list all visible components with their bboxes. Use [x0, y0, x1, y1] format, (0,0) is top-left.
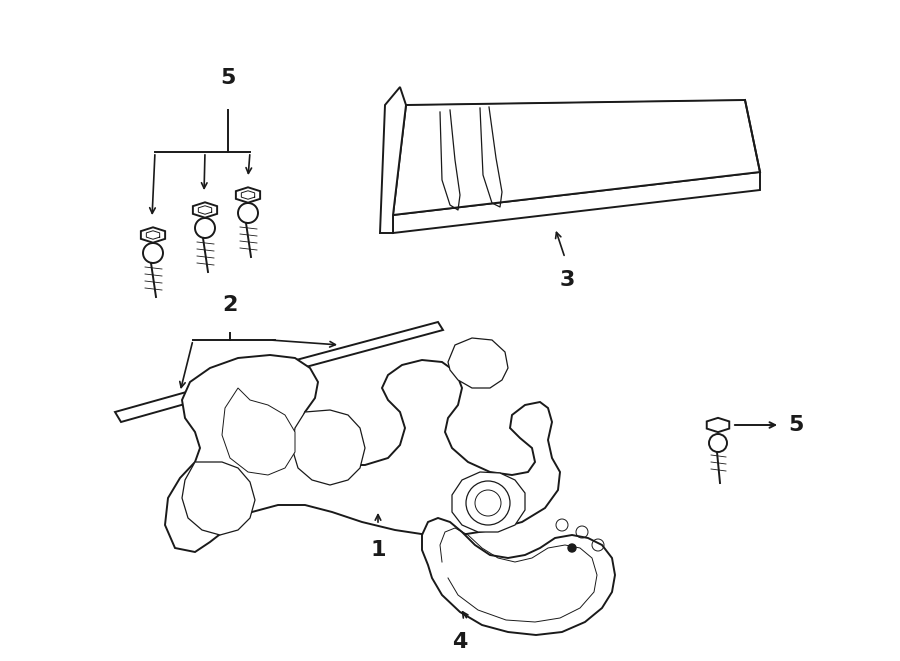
Polygon shape [422, 518, 615, 635]
Polygon shape [380, 87, 406, 233]
Polygon shape [165, 355, 560, 552]
Polygon shape [706, 418, 729, 432]
Text: 4: 4 [453, 632, 468, 652]
Polygon shape [285, 322, 443, 371]
Text: 2: 2 [222, 295, 238, 315]
Text: 5: 5 [788, 415, 804, 435]
Polygon shape [193, 202, 217, 217]
Polygon shape [393, 172, 760, 233]
Text: 5: 5 [220, 68, 236, 88]
Polygon shape [182, 462, 255, 535]
Polygon shape [236, 187, 260, 203]
Text: 1: 1 [370, 540, 386, 560]
Polygon shape [222, 388, 295, 475]
Circle shape [568, 544, 576, 552]
Polygon shape [452, 472, 525, 532]
Polygon shape [141, 227, 165, 243]
Polygon shape [115, 370, 270, 422]
Polygon shape [292, 410, 365, 485]
Text: 3: 3 [559, 270, 575, 290]
Polygon shape [448, 338, 508, 388]
Polygon shape [393, 100, 760, 215]
